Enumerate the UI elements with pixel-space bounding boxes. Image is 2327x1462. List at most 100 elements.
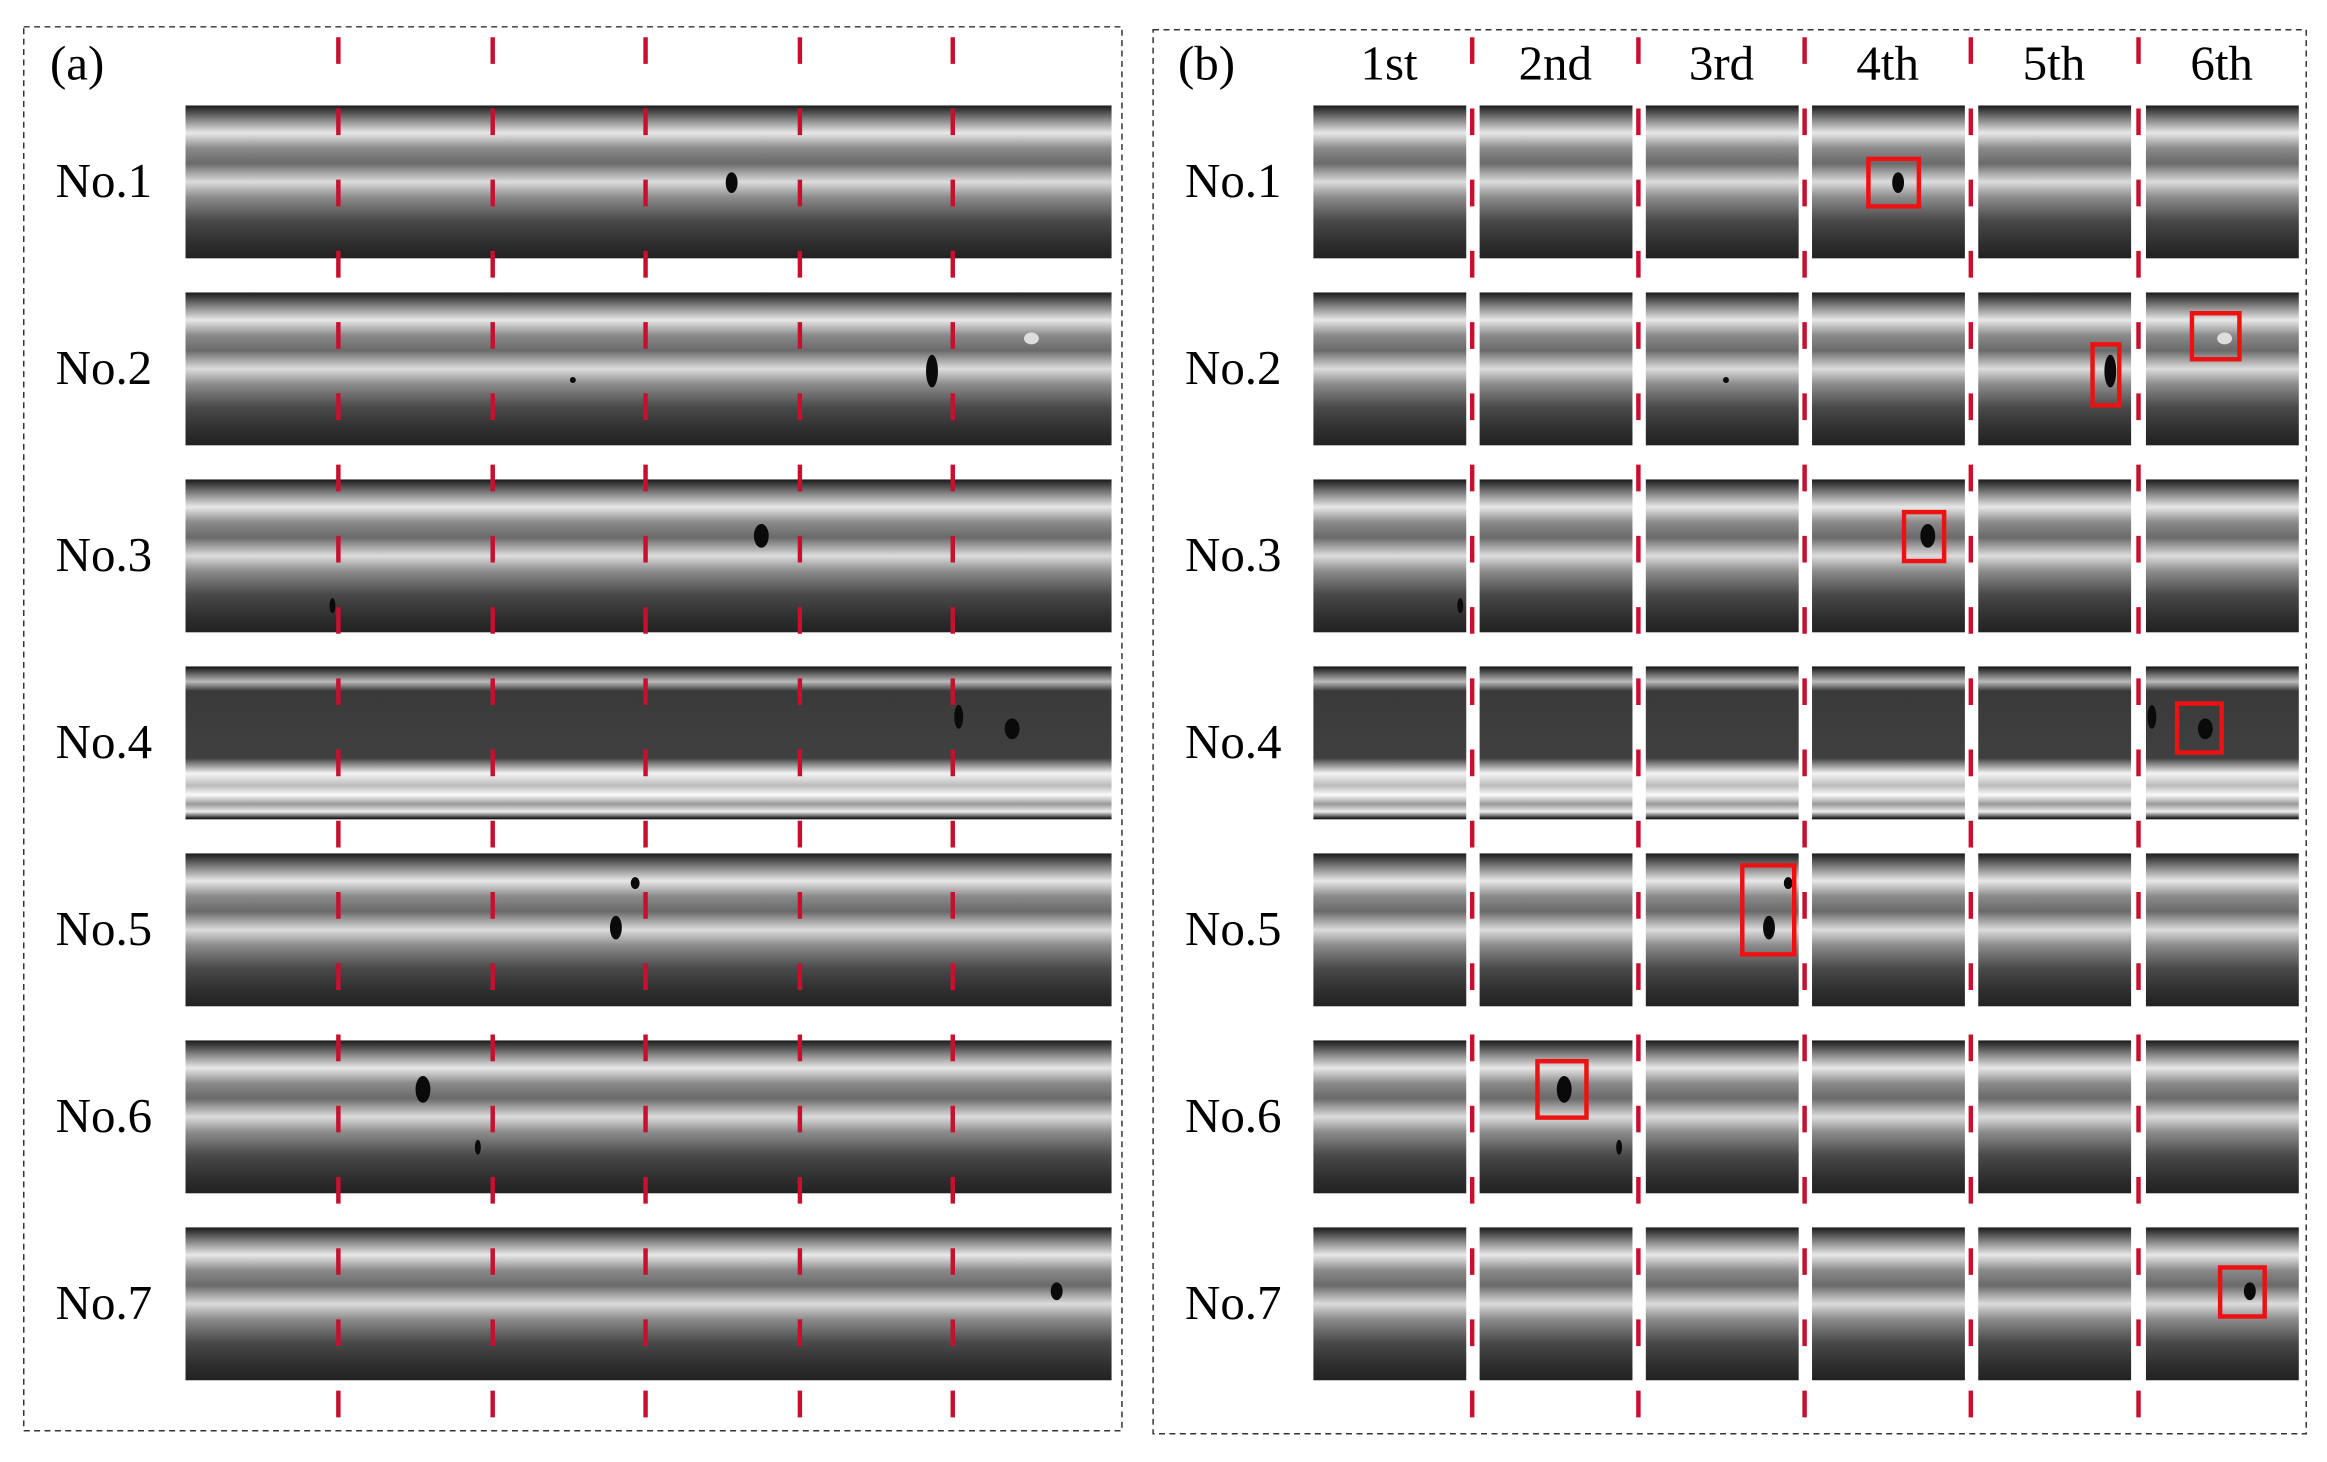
rod-image: [1978, 666, 2132, 820]
row-label: No.6: [56, 1088, 153, 1143]
rod-image: [1313, 1040, 1467, 1194]
defect-box: [2174, 701, 2224, 755]
rod-image: [1812, 1227, 1965, 1381]
panel-border: [23, 26, 1123, 1432]
defect: [609, 915, 622, 940]
defect: [2104, 354, 2117, 388]
defect: [2217, 332, 2233, 345]
rod-image: [1812, 853, 1965, 1007]
defect-box: [1866, 156, 1922, 209]
rod-image: [2145, 105, 2299, 259]
defect: [2197, 718, 2213, 740]
rod-image: [1645, 666, 1799, 820]
defect-box: [2189, 311, 2242, 362]
row-label: No.4: [56, 714, 153, 769]
column-label: 5th: [2023, 36, 2086, 91]
defect-box: [1535, 1058, 1589, 1120]
rod-image: [1978, 105, 2132, 259]
defect: [926, 354, 938, 388]
rod-image: [1313, 105, 1467, 259]
row-label: No.3: [1185, 527, 1282, 582]
rod-image: [1479, 479, 1633, 633]
defect: [569, 377, 576, 383]
defect-box: [1901, 509, 1947, 564]
rod-image: [1313, 1227, 1467, 1381]
rod-image: [1812, 292, 1965, 446]
column-label: 6th: [2190, 36, 2253, 91]
row-label: No.4: [1185, 714, 1282, 769]
defect: [1892, 172, 1905, 194]
row-label: No.7: [56, 1275, 153, 1330]
rod-image: [1812, 479, 1965, 633]
row-label: No.1: [1185, 153, 1282, 208]
row-label: No.3: [56, 527, 153, 582]
defect: [1616, 1139, 1623, 1155]
rod-image: [1978, 1227, 2132, 1381]
row-label: No.2: [1185, 340, 1282, 395]
panel-label: (b): [1178, 36, 1235, 91]
rod-image: [1812, 666, 1965, 820]
panel-label: (a): [50, 36, 104, 91]
rod-image: [1479, 853, 1633, 1007]
rod-image: [185, 292, 1112, 446]
defect: [1920, 523, 1936, 548]
rod-image: [2145, 479, 2299, 633]
defect-box: [2217, 1265, 2267, 1319]
rod-image: [1645, 853, 1799, 1007]
defect: [954, 705, 964, 729]
rod-image: [185, 1040, 1112, 1194]
rod-image: [1645, 1040, 1799, 1194]
row-label: No.7: [1185, 1275, 1282, 1330]
defect: [1050, 1282, 1063, 1301]
rod-image: [2145, 1040, 2299, 1194]
defect-box: [2090, 342, 2122, 408]
rod-image: [1479, 292, 1633, 446]
defect: [1783, 877, 1793, 890]
rod-image: [1812, 105, 1965, 259]
rod-image: [185, 853, 1112, 1007]
rod-image: [185, 1227, 1112, 1381]
row-label: No.5: [1185, 901, 1282, 956]
rod-image: [1313, 292, 1467, 446]
defect: [753, 523, 769, 548]
column-label: 2nd: [1519, 36, 1592, 91]
rod-image: [2145, 853, 2299, 1007]
defect: [329, 598, 336, 614]
rod-image: [1645, 479, 1799, 633]
row-label: No.5: [56, 901, 153, 956]
defect: [2147, 705, 2157, 729]
rod-image: [1978, 479, 2132, 633]
defect: [1763, 915, 1775, 940]
defect: [2243, 1282, 2256, 1301]
rod-image: [185, 479, 1112, 633]
rod-image: [1479, 105, 1633, 259]
rod-image: [1313, 479, 1467, 633]
column-label: 3rd: [1689, 36, 1754, 91]
column-label: 4th: [1856, 36, 1919, 91]
row-label: No.1: [56, 153, 153, 208]
rod-image: [185, 666, 1112, 820]
defect: [415, 1076, 431, 1103]
rod-image: [1645, 292, 1799, 446]
rod-image: [1479, 666, 1633, 820]
defect: [1556, 1076, 1572, 1103]
rod-image: [1978, 853, 2132, 1007]
rod-image: [1978, 1040, 2132, 1194]
defect-box: [1740, 863, 1797, 957]
panel-border: [1152, 29, 2307, 1435]
defect: [725, 172, 738, 194]
column-label: 1st: [1360, 36, 1418, 91]
row-label: No.2: [56, 340, 153, 395]
defect: [1457, 598, 1464, 614]
rod-image: [185, 105, 1112, 259]
defect: [1023, 332, 1039, 345]
row-label: No.6: [1185, 1088, 1282, 1143]
rod-image: [1313, 666, 1467, 820]
rod-image: [1479, 1227, 1633, 1381]
rod-image: [1313, 853, 1467, 1007]
defect: [474, 1139, 481, 1155]
rod-image: [1645, 105, 1799, 259]
rod-image: [1812, 1040, 1965, 1194]
rod-image: [1645, 1227, 1799, 1381]
